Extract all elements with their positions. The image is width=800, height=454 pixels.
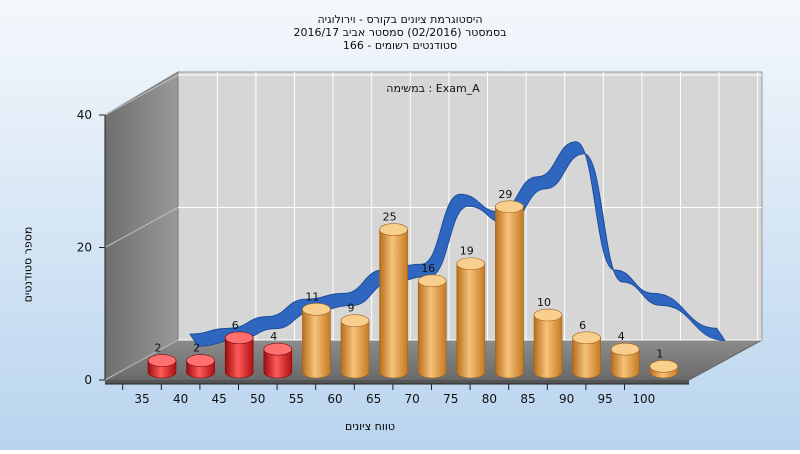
y-tick-label: 0 bbox=[84, 373, 92, 387]
chart-title-line2: בסמסטר (02/2016) סמסטר אביב 2016/17 bbox=[293, 26, 507, 39]
axes-group: 0 20 40 35 40 45 50 55 60 65 70 75 80 85 90 95 100 bbox=[77, 108, 689, 406]
bar: 11 bbox=[302, 290, 331, 379]
bar-body bbox=[456, 263, 486, 379]
bar-value-label: 16 bbox=[421, 262, 435, 275]
bar-body bbox=[610, 348, 640, 379]
x-tick-label: 45 bbox=[212, 392, 227, 406]
x-tick-label: 55 bbox=[289, 392, 304, 406]
bar-top bbox=[533, 308, 563, 322]
bar-top bbox=[572, 331, 601, 345]
bar-top bbox=[186, 354, 215, 367]
bar: 2 bbox=[147, 342, 177, 379]
x-tick-label: 35 bbox=[134, 392, 149, 406]
bars-group: 2 2 6 4 11 9 25 16 19 29 10 6 4 1 bbox=[147, 188, 679, 379]
x-axis-label: טווח ציונים bbox=[345, 420, 395, 433]
bar-top bbox=[456, 257, 486, 271]
bar-body bbox=[302, 309, 331, 379]
bar-value-label: 19 bbox=[460, 245, 474, 258]
plot-left-wall bbox=[104, 71, 179, 381]
bar-value-label: 10 bbox=[537, 296, 551, 309]
bar-body bbox=[379, 229, 408, 379]
distribution-curve bbox=[189, 141, 726, 347]
bar-top bbox=[495, 200, 524, 214]
bar: 4 bbox=[263, 330, 293, 379]
bar-top bbox=[379, 223, 408, 236]
bar-value-label: 4 bbox=[618, 330, 625, 343]
x-tick-label: 60 bbox=[327, 392, 342, 406]
x-tick-label: 40 bbox=[173, 392, 188, 406]
grid-line-side bbox=[104, 339, 179, 381]
bar-body bbox=[495, 206, 524, 379]
x-tick-label: 50 bbox=[250, 392, 265, 406]
grid-line-side bbox=[104, 207, 179, 248]
bar: 9 bbox=[340, 302, 370, 379]
bar-value-label: 2 bbox=[155, 342, 162, 355]
bar-body bbox=[224, 337, 254, 379]
bar: 2 bbox=[186, 342, 215, 379]
bar: 25 bbox=[379, 211, 408, 379]
bar-top bbox=[417, 274, 447, 288]
bar-value-label: 9 bbox=[348, 302, 355, 315]
x-tick-label: 80 bbox=[482, 392, 497, 406]
bar-value-label: 1 bbox=[656, 347, 663, 360]
bar-top bbox=[302, 303, 331, 316]
bar-body bbox=[417, 280, 447, 379]
bar-value-label: 11 bbox=[305, 290, 319, 303]
bar: 1 bbox=[649, 347, 679, 379]
x-tick-label: 100 bbox=[632, 392, 655, 406]
bar-body bbox=[340, 320, 370, 379]
bar-value-label: 25 bbox=[383, 211, 397, 224]
bar: 29 bbox=[495, 188, 524, 379]
y-tick-label: 40 bbox=[77, 108, 92, 122]
bar: 10 bbox=[533, 296, 563, 379]
bar: 16 bbox=[417, 262, 447, 379]
x-tick-label: 70 bbox=[405, 392, 420, 406]
bar-value-label: 6 bbox=[579, 319, 586, 332]
bar-top bbox=[340, 314, 370, 328]
x-tick-label: 75 bbox=[443, 392, 458, 406]
bar-body bbox=[572, 337, 601, 379]
plot-floor-edge bbox=[105, 380, 689, 384]
bar-value-label: 29 bbox=[498, 188, 512, 201]
bar-top bbox=[263, 342, 293, 356]
grid-line-side bbox=[104, 74, 179, 116]
x-tick-label: 95 bbox=[598, 392, 613, 406]
bar-body bbox=[263, 348, 293, 379]
chart-title-line3: סטודנטים רשומים - 166 bbox=[342, 39, 458, 52]
bar-top bbox=[147, 354, 177, 367]
x-tick-label: 85 bbox=[520, 392, 535, 406]
bar-value-label: 4 bbox=[270, 330, 277, 343]
bar: 6 bbox=[572, 319, 601, 379]
bar-value-label: 6 bbox=[232, 319, 239, 332]
bar-value-label: 2 bbox=[193, 342, 200, 355]
x-tick-label: 65 bbox=[366, 392, 381, 406]
chart-title-line1: היסטוגרמת ציונים בקורס - וירולוגיה bbox=[317, 13, 483, 26]
series-label: Exam_A : במשימה bbox=[386, 82, 480, 95]
bar-body bbox=[533, 314, 563, 379]
bar: 19 bbox=[456, 245, 486, 379]
bar: 6 bbox=[224, 319, 254, 379]
bar-top bbox=[649, 360, 679, 373]
curve-ribbon bbox=[189, 141, 726, 347]
x-tick-label: 90 bbox=[559, 392, 574, 406]
y-tick-label: 20 bbox=[77, 241, 92, 255]
bar-top bbox=[224, 331, 254, 345]
bar-top bbox=[610, 342, 640, 356]
y-axis-label: מספר סטודנטים bbox=[21, 226, 35, 303]
bar: 4 bbox=[610, 330, 640, 379]
